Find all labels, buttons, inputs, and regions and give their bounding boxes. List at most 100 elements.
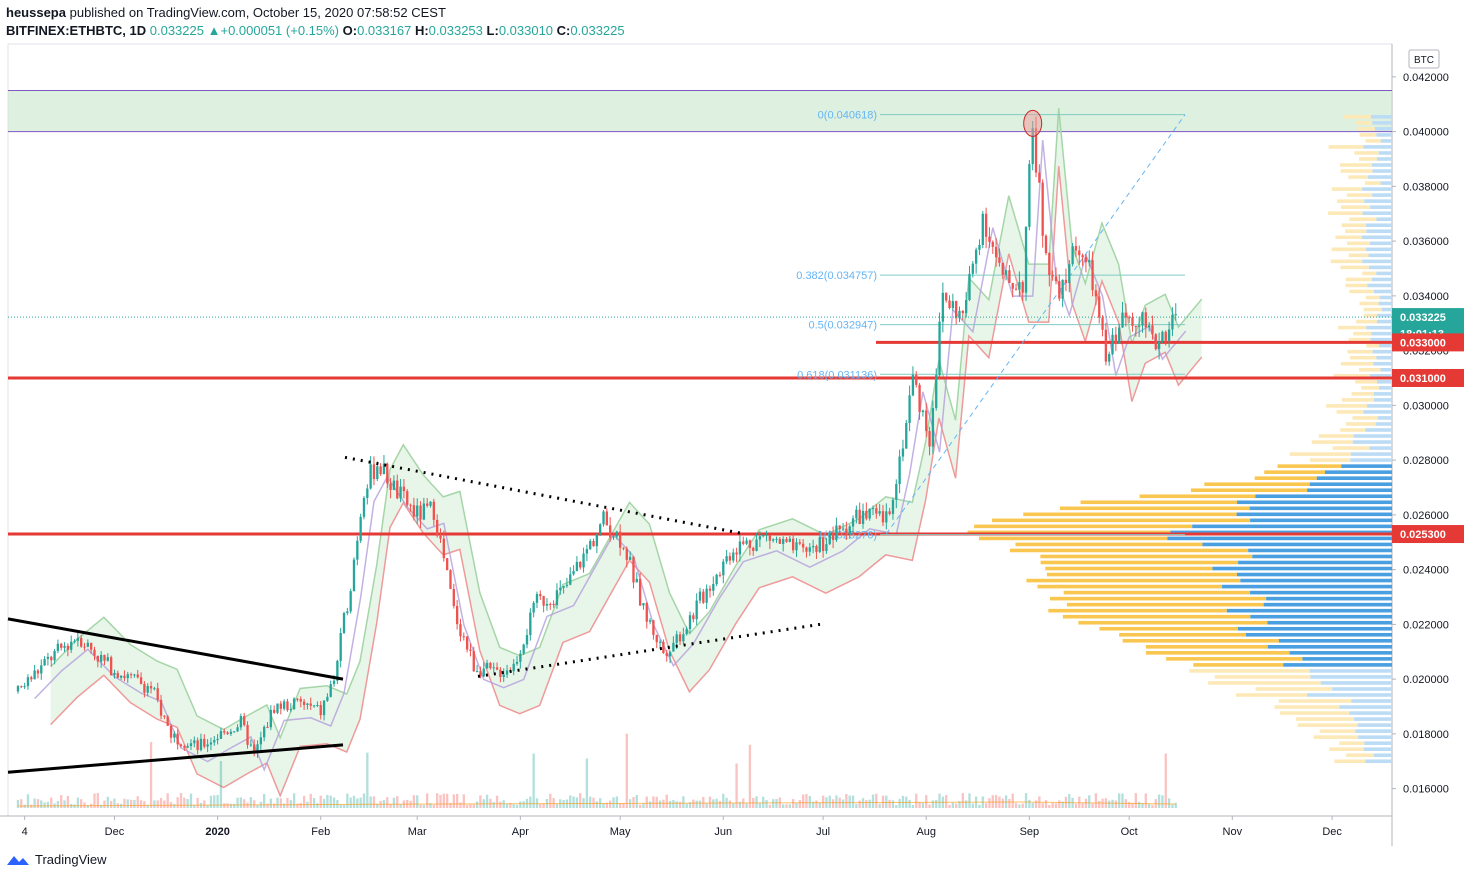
price-chart[interactable]: 0(0.040618) 0.382(0.034757) 0.5(0.032947) 0…: [0, 0, 1468, 850]
volume-profile-bar-up: [1345, 229, 1367, 234]
candle-body: [505, 670, 509, 675]
volume-profile-bar-down: [1309, 669, 1392, 673]
volume-bar: [253, 800, 256, 808]
candle-body: [249, 744, 253, 746]
volume-bar: [991, 795, 994, 808]
volume-bar: [143, 801, 146, 808]
volume-profile-bar-up: [1359, 301, 1379, 306]
candles: [16, 116, 1177, 758]
volume-profile-bar-up: [1363, 313, 1378, 318]
volume-profile-bar-down: [1320, 681, 1392, 685]
volume-bar: [652, 796, 655, 808]
candle-body: [672, 642, 675, 652]
candle-body: [312, 705, 316, 707]
candle-body: [685, 628, 688, 635]
currency-box: [1408, 49, 1440, 69]
publisher-name[interactable]: heussepa: [6, 5, 66, 20]
volume-bar: [495, 795, 499, 808]
tradingview-brand[interactable]: TradingView: [6, 852, 107, 867]
volume-profile-bar-down: [1238, 560, 1392, 565]
volume-bar: [203, 800, 206, 808]
low-value: 0.033010: [498, 23, 554, 38]
volume-profile-bar-down: [1250, 590, 1392, 595]
volume-bar: [768, 804, 772, 808]
candle-body: [66, 645, 70, 650]
volume-bar: [549, 793, 552, 808]
candle-body: [439, 535, 442, 539]
candle-body: [1068, 264, 1071, 284]
candle-body: [119, 675, 123, 678]
candle-body: [485, 662, 489, 669]
candle-body: [482, 668, 485, 677]
volume-bar: [675, 801, 678, 808]
high-label: H:: [414, 23, 429, 38]
candle-body: [549, 603, 552, 605]
volume-bar: [1068, 794, 1071, 808]
volume-bar: [848, 795, 851, 808]
triangle-upper-line: [7, 617, 344, 681]
candle-body: [931, 407, 935, 447]
candle-body: [219, 731, 223, 739]
volume-bar: [622, 803, 625, 808]
volume-profile-bar-up: [1352, 416, 1378, 420]
volume-profile-bar-down: [1380, 181, 1392, 185]
candle-body: [199, 738, 203, 751]
candle-body: [1118, 327, 1121, 344]
volume-bar: [921, 802, 925, 808]
volume-bar: [968, 793, 971, 808]
volume-profile-bar-down: [1372, 163, 1392, 167]
symbol-label[interactable]: BITFINEX:ETHBTC, 1D: [6, 23, 147, 38]
volume-bar: [366, 752, 369, 808]
volume-bar: [505, 803, 509, 808]
volume-profile-bar-up: [1340, 169, 1373, 173]
volume-bar: [485, 794, 489, 808]
volume-bar: [1164, 753, 1167, 808]
candle-body: [302, 701, 306, 705]
volume-bar: [1014, 803, 1018, 808]
volume-profile-bar-up: [1346, 422, 1376, 426]
candle-body: [1164, 331, 1167, 341]
volume-bar: [282, 803, 286, 808]
volume-profile-bar-down: [1250, 518, 1392, 523]
volume-bar: [855, 803, 858, 808]
volume-bar: [964, 800, 968, 808]
candle-body: [379, 466, 382, 475]
brand-label: TradingView: [35, 852, 107, 867]
volume-profile-bar-down: [1372, 169, 1392, 173]
candle-body: [861, 510, 865, 524]
volume-bar: [612, 797, 615, 808]
volume-bar: [961, 793, 964, 808]
candle-body: [459, 624, 462, 637]
volume-profile-bar-down: [1240, 578, 1392, 583]
cloud-span-a: [50, 108, 1203, 740]
candle-body: [189, 743, 193, 747]
candle-body: [1147, 325, 1151, 328]
volume-profile-bar-down: [1368, 175, 1392, 179]
candle-body: [645, 603, 648, 622]
price-tick-label: 0.022000: [1403, 619, 1449, 631]
volume-profile-bar-up: [1255, 687, 1333, 691]
volume-bar: [272, 803, 276, 808]
volume-bar: [352, 795, 356, 808]
volume-bars: [16, 733, 1177, 808]
candle-body: [1064, 279, 1068, 284]
candle-body: [286, 701, 289, 711]
volume-profile-bar-up: [1048, 608, 1227, 613]
candle-body: [994, 246, 998, 258]
candle-body: [386, 463, 389, 484]
volume-profile-bar-up: [1334, 759, 1366, 764]
candle-body: [389, 483, 392, 490]
volume-bar: [289, 800, 292, 808]
time-tick-label: May: [610, 826, 631, 838]
volume-profile-bar-down: [1362, 259, 1392, 264]
volume-bar: [815, 800, 818, 808]
candle-body: [522, 644, 525, 654]
candle-body: [382, 463, 386, 475]
candle-body: [289, 709, 292, 711]
volume-bar: [16, 799, 20, 808]
candle-body: [86, 642, 90, 647]
volume-bar: [841, 799, 845, 808]
open-label: O:: [342, 23, 358, 38]
candle-body: [921, 410, 925, 413]
volume-bar: [1024, 793, 1028, 808]
